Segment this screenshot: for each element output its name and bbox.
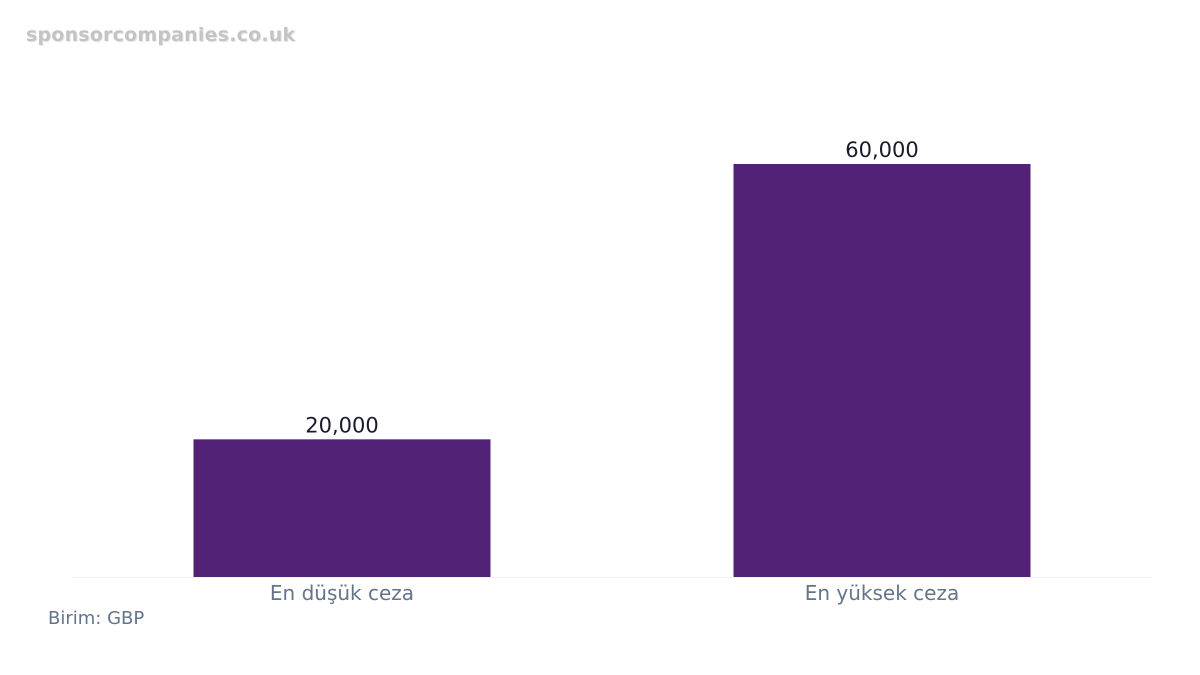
labels-layer: 20,000 En düşük ceza 60,000 En yüksek ceza	[270, 138, 959, 605]
bar-1	[733, 164, 1031, 577]
bar-value-label-0: 20,000	[305, 413, 378, 437]
bar-0	[193, 439, 491, 577]
unit-note: Birim: GBP	[48, 608, 145, 629]
bar-value-label-1: 60,000	[845, 138, 918, 162]
category-label-0: En düşük ceza	[270, 581, 414, 605]
bars-layer	[193, 164, 1031, 577]
category-label-1: En yüksek ceza	[805, 581, 959, 605]
watermark-text: sponsorcompanies.co.uk	[26, 24, 296, 46]
